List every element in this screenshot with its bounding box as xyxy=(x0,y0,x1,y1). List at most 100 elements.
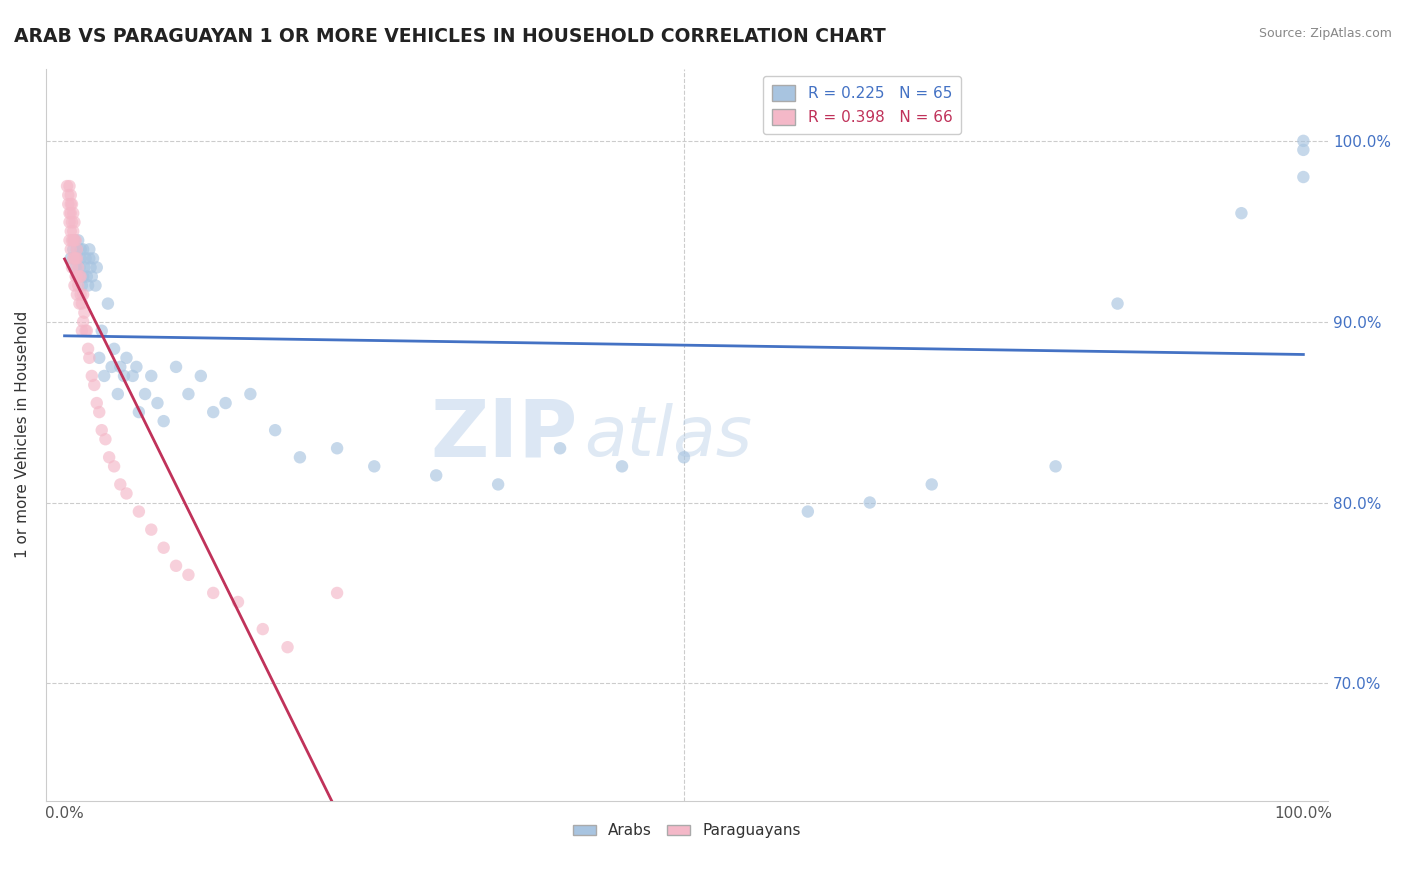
Point xyxy=(67,269,90,284)
Point xyxy=(59,197,82,211)
Point xyxy=(80,269,103,284)
Point xyxy=(121,368,143,383)
Point xyxy=(110,477,132,491)
Point xyxy=(70,278,93,293)
Point xyxy=(62,233,84,247)
Point xyxy=(115,351,138,365)
Point xyxy=(548,442,571,456)
Point xyxy=(1045,459,1067,474)
Point xyxy=(66,287,89,301)
Point xyxy=(79,351,101,365)
Point xyxy=(79,243,101,257)
Point xyxy=(82,252,104,266)
Point xyxy=(177,387,200,401)
Point xyxy=(77,342,100,356)
Point xyxy=(177,567,200,582)
Point xyxy=(62,252,84,266)
Point xyxy=(59,206,82,220)
Point xyxy=(63,233,86,247)
Point xyxy=(89,405,111,419)
Point xyxy=(94,432,117,446)
Point xyxy=(1230,206,1253,220)
Point xyxy=(103,342,125,356)
Point xyxy=(146,396,169,410)
Point xyxy=(86,260,108,275)
Point xyxy=(63,252,86,266)
Point xyxy=(1107,296,1129,310)
Point xyxy=(73,260,96,275)
Point xyxy=(72,287,94,301)
Point xyxy=(98,450,121,465)
Point xyxy=(264,423,287,437)
Point xyxy=(425,468,447,483)
Point xyxy=(62,206,84,220)
Point xyxy=(59,252,82,266)
Point xyxy=(77,278,100,293)
Point xyxy=(58,215,80,229)
Point xyxy=(128,405,150,419)
Point xyxy=(62,243,84,257)
Point xyxy=(69,252,91,266)
Point xyxy=(65,269,87,284)
Point xyxy=(277,640,299,655)
Point xyxy=(73,305,96,319)
Point xyxy=(59,188,82,202)
Point xyxy=(165,359,187,374)
Point xyxy=(86,396,108,410)
Point xyxy=(112,368,135,383)
Legend: Arabs, Paraguayans: Arabs, Paraguayans xyxy=(567,817,807,845)
Point xyxy=(65,252,87,266)
Point xyxy=(63,215,86,229)
Point xyxy=(672,450,695,465)
Point xyxy=(67,260,90,275)
Text: atlas: atlas xyxy=(585,402,752,470)
Point xyxy=(60,197,83,211)
Point xyxy=(486,477,509,491)
Point xyxy=(921,477,943,491)
Point xyxy=(69,287,91,301)
Point xyxy=(60,233,83,247)
Point xyxy=(59,224,82,238)
Point xyxy=(152,541,174,555)
Point xyxy=(141,368,163,383)
Point xyxy=(79,260,101,275)
Point xyxy=(134,387,156,401)
Point xyxy=(100,359,122,374)
Point xyxy=(70,296,93,310)
Point xyxy=(90,324,112,338)
Point xyxy=(69,243,91,257)
Point xyxy=(125,359,148,374)
Point xyxy=(58,197,80,211)
Point xyxy=(1292,143,1315,157)
Point xyxy=(288,450,311,465)
Point xyxy=(152,414,174,428)
Point xyxy=(60,215,83,229)
Text: ZIP: ZIP xyxy=(430,396,578,474)
Point xyxy=(1292,134,1315,148)
Point xyxy=(65,260,87,275)
Point xyxy=(66,252,89,266)
Point xyxy=(59,243,82,257)
Point xyxy=(69,269,91,284)
Point xyxy=(66,243,89,257)
Point xyxy=(67,296,90,310)
Point xyxy=(72,315,94,329)
Point xyxy=(62,224,84,238)
Point xyxy=(58,233,80,247)
Point xyxy=(115,486,138,500)
Point xyxy=(84,278,107,293)
Point xyxy=(56,179,79,194)
Point xyxy=(128,504,150,518)
Point xyxy=(58,188,80,202)
Point xyxy=(90,423,112,437)
Point xyxy=(70,324,93,338)
Point xyxy=(165,558,187,573)
Point xyxy=(107,387,129,401)
Point xyxy=(326,442,349,456)
Point xyxy=(66,243,89,257)
Point xyxy=(83,378,105,392)
Point xyxy=(797,504,820,518)
Point xyxy=(226,595,249,609)
Point xyxy=(110,359,132,374)
Y-axis label: 1 or more Vehicles in Household: 1 or more Vehicles in Household xyxy=(15,311,30,558)
